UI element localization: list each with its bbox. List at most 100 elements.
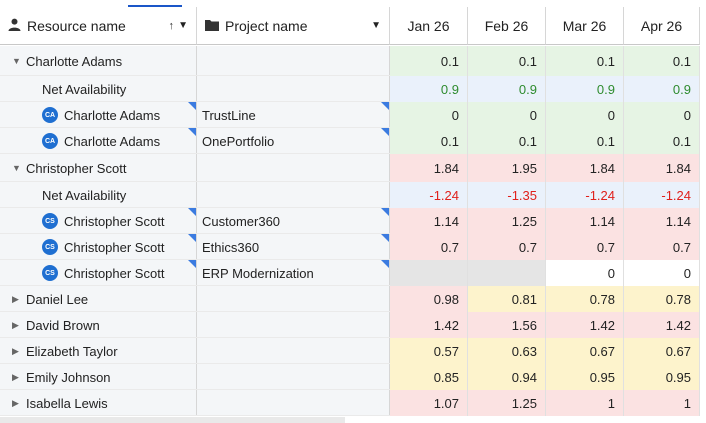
- caret-right-icon[interactable]: ▶: [12, 371, 19, 382]
- allocation-cell[interactable]: 0.67: [624, 338, 700, 364]
- allocation-cell[interactable]: 1.56: [468, 312, 546, 338]
- allocation-cell[interactable]: 1.14: [624, 208, 700, 234]
- project-name-header[interactable]: Project name ▼: [197, 7, 390, 45]
- allocation-cell[interactable]: -1.24: [390, 182, 468, 208]
- allocation-cell[interactable]: 0.95: [546, 364, 624, 390]
- sort-icon[interactable]: ↑: [168, 19, 175, 32]
- resource-group-row[interactable]: ▼ Christopher Scott 1.84 1.95 1.84 1.84: [0, 154, 706, 182]
- allocation-cell[interactable]: 0.1: [624, 46, 700, 76]
- allocation-cell[interactable]: -1.24: [546, 182, 624, 208]
- allocation-cell[interactable]: 0.94: [468, 364, 546, 390]
- resource-name-cell[interactable]: Net Availability: [0, 182, 197, 208]
- resource-name-header[interactable]: Resource name ↑ ▼: [0, 7, 197, 45]
- allocation-cell[interactable]: 0.1: [624, 128, 700, 154]
- resource-group-row[interactable]: ▶ Elizabeth Taylor 0.57 0.63 0.67 0.67: [0, 338, 706, 364]
- filter-icon[interactable]: ▼: [178, 20, 188, 31]
- project-name-cell[interactable]: Customer360: [197, 208, 390, 234]
- project-name-cell[interactable]: [197, 338, 390, 364]
- allocation-cell[interactable]: 0.7: [546, 234, 624, 260]
- allocation-cell[interactable]: -1.24: [624, 182, 700, 208]
- project-name-cell[interactable]: [197, 154, 390, 182]
- project-name-cell[interactable]: [197, 46, 390, 76]
- project-name-cell[interactable]: Ethics360: [197, 234, 390, 260]
- allocation-cell[interactable]: 0.9: [546, 76, 624, 102]
- allocation-cell[interactable]: 0.1: [390, 128, 468, 154]
- allocation-cell[interactable]: 0.7: [624, 234, 700, 260]
- allocation-cell[interactable]: 0: [624, 102, 700, 128]
- allocation-cell[interactable]: 1: [624, 390, 700, 416]
- resource-name-cell[interactable]: ▼ Christopher Scott: [0, 154, 197, 182]
- project-name-cell[interactable]: [197, 390, 390, 416]
- net-availability-row[interactable]: Net Availability 0.9 0.9 0.9 0.9: [0, 76, 706, 102]
- allocation-cell[interactable]: 0: [468, 102, 546, 128]
- resource-group-row[interactable]: ▶ David Brown 1.42 1.56 1.42 1.42: [0, 312, 706, 338]
- allocation-cell[interactable]: 0.81: [468, 286, 546, 312]
- allocation-cell[interactable]: 0: [546, 102, 624, 128]
- allocation-cell[interactable]: 1: [546, 390, 624, 416]
- allocation-cell[interactable]: 1.84: [546, 154, 624, 182]
- assignment-row[interactable]: CS Christopher Scott Ethics360 0.7 0.7 0.7 0.7: [0, 234, 706, 260]
- resource-name-cell[interactable]: CS Christopher Scott: [0, 260, 197, 286]
- resource-group-row[interactable]: ▶ Isabella Lewis 1.07 1.25 1 1: [0, 390, 706, 416]
- horizontal-scrollbar[interactable]: [0, 417, 345, 423]
- allocation-cell[interactable]: 1.95: [468, 154, 546, 182]
- allocation-cell[interactable]: 0.1: [546, 128, 624, 154]
- allocation-cell[interactable]: 0.63: [468, 338, 546, 364]
- allocation-cell[interactable]: 1.25: [468, 390, 546, 416]
- resource-name-cell[interactable]: ▶ David Brown: [0, 312, 197, 338]
- resource-group-row[interactable]: ▼ Charlotte Adams 0.1 0.1 0.1 0.1: [0, 46, 706, 76]
- allocation-cell[interactable]: 0.9: [468, 76, 546, 102]
- assignment-row[interactable]: CS Christopher Scott ERP Modernization 0 0: [0, 260, 706, 286]
- caret-right-icon[interactable]: ▶: [12, 345, 19, 356]
- resource-name-cell[interactable]: ▶ Elizabeth Taylor: [0, 338, 197, 364]
- assignment-row[interactable]: CA Charlotte Adams TrustLine 0 0 0 0: [0, 102, 706, 128]
- allocation-cell[interactable]: 0.78: [624, 286, 700, 312]
- allocation-cell[interactable]: [390, 260, 468, 286]
- allocation-cell[interactable]: [468, 260, 546, 286]
- allocation-cell[interactable]: 0.95: [624, 364, 700, 390]
- project-name-cell[interactable]: [197, 182, 390, 208]
- filter-icon[interactable]: ▼: [371, 20, 381, 31]
- allocation-cell[interactable]: 0: [390, 102, 468, 128]
- allocation-cell[interactable]: 1.42: [624, 312, 700, 338]
- resource-name-cell[interactable]: Net Availability: [0, 76, 197, 102]
- allocation-cell[interactable]: 0.85: [390, 364, 468, 390]
- resource-group-row[interactable]: ▶ Daniel Lee 0.98 0.81 0.78 0.78: [0, 286, 706, 312]
- resource-name-cell[interactable]: ▶ Isabella Lewis: [0, 390, 197, 416]
- allocation-cell[interactable]: 0.9: [624, 76, 700, 102]
- allocation-cell[interactable]: 0.1: [468, 46, 546, 76]
- net-availability-row[interactable]: Net Availability -1.24 -1.35 -1.24 -1.24: [0, 182, 706, 208]
- resource-name-cell[interactable]: CA Charlotte Adams: [0, 102, 197, 128]
- assignment-row[interactable]: CA Charlotte Adams OnePortfolio 0.1 0.1 0.1 0.…: [0, 128, 706, 154]
- allocation-cell[interactable]: 0.9: [390, 76, 468, 102]
- caret-down-icon[interactable]: ▼: [12, 56, 21, 66]
- allocation-cell[interactable]: 0.98: [390, 286, 468, 312]
- allocation-cell[interactable]: 1.07: [390, 390, 468, 416]
- project-name-cell[interactable]: [197, 312, 390, 338]
- allocation-cell[interactable]: -1.35: [468, 182, 546, 208]
- resource-name-cell[interactable]: ▶ Emily Johnson: [0, 364, 197, 390]
- allocation-cell[interactable]: 1.42: [390, 312, 468, 338]
- month-header[interactable]: Mar 26: [546, 7, 624, 45]
- month-header[interactable]: Apr 26: [624, 7, 700, 45]
- caret-down-icon[interactable]: ▼: [12, 163, 21, 173]
- allocation-cell[interactable]: 0.1: [468, 128, 546, 154]
- caret-right-icon[interactable]: ▶: [12, 319, 19, 330]
- resource-name-cell[interactable]: CS Christopher Scott: [0, 234, 197, 260]
- resource-name-cell[interactable]: CA Charlotte Adams: [0, 128, 197, 154]
- project-name-cell[interactable]: [197, 364, 390, 390]
- resource-name-cell[interactable]: ▼ Charlotte Adams: [0, 46, 197, 76]
- resource-name-cell[interactable]: ▶ Daniel Lee: [0, 286, 197, 312]
- project-name-cell[interactable]: ERP Modernization: [197, 260, 390, 286]
- allocation-cell[interactable]: 0: [624, 260, 700, 286]
- allocation-cell[interactable]: 1.84: [624, 154, 700, 182]
- project-name-cell[interactable]: [197, 76, 390, 102]
- resource-name-cell[interactable]: CS Christopher Scott: [0, 208, 197, 234]
- allocation-cell[interactable]: 0.78: [546, 286, 624, 312]
- project-name-cell[interactable]: TrustLine: [197, 102, 390, 128]
- allocation-cell[interactable]: 0: [546, 260, 624, 286]
- allocation-cell[interactable]: 0.1: [546, 46, 624, 76]
- allocation-cell[interactable]: 1.84: [390, 154, 468, 182]
- allocation-cell[interactable]: 0.7: [468, 234, 546, 260]
- project-name-cell[interactable]: OnePortfolio: [197, 128, 390, 154]
